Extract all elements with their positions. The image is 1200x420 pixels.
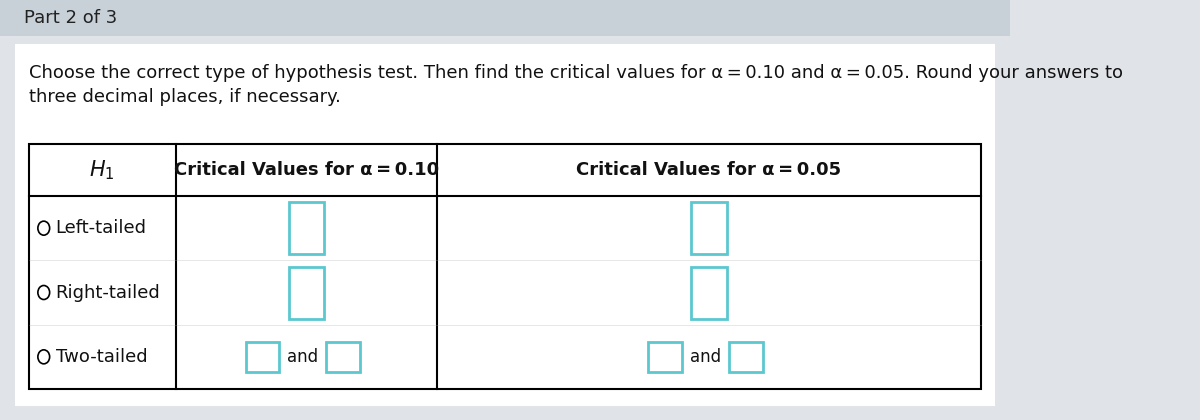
Text: Critical Values for α = 0.05: Critical Values for α = 0.05 [576,161,841,179]
FancyBboxPatch shape [0,0,1009,36]
Bar [288,267,324,318]
Text: three decimal places, if necessary.: three decimal places, if necessary. [29,88,341,106]
Text: $H_1$: $H_1$ [90,158,115,182]
Text: Choose the correct type of hypothesis test. Then find the critical values for α : Choose the correct type of hypothesis te… [29,64,1123,82]
Bar [246,342,280,372]
Text: Left-tailed: Left-tailed [55,219,146,237]
Text: Right-tailed: Right-tailed [55,284,161,302]
Bar [29,144,982,389]
Text: Critical Values for α = 0.10: Critical Values for α = 0.10 [174,161,439,179]
Text: Part 2 of 3: Part 2 of 3 [24,9,116,27]
FancyBboxPatch shape [16,44,995,406]
Text: and: and [690,348,721,366]
Bar [730,342,763,372]
Text: Two-tailed: Two-tailed [55,348,148,366]
Bar [288,202,324,254]
Text: and: and [287,348,318,366]
Bar [326,342,360,372]
Bar [648,342,682,372]
Bar [691,202,726,254]
Bar [691,267,726,318]
